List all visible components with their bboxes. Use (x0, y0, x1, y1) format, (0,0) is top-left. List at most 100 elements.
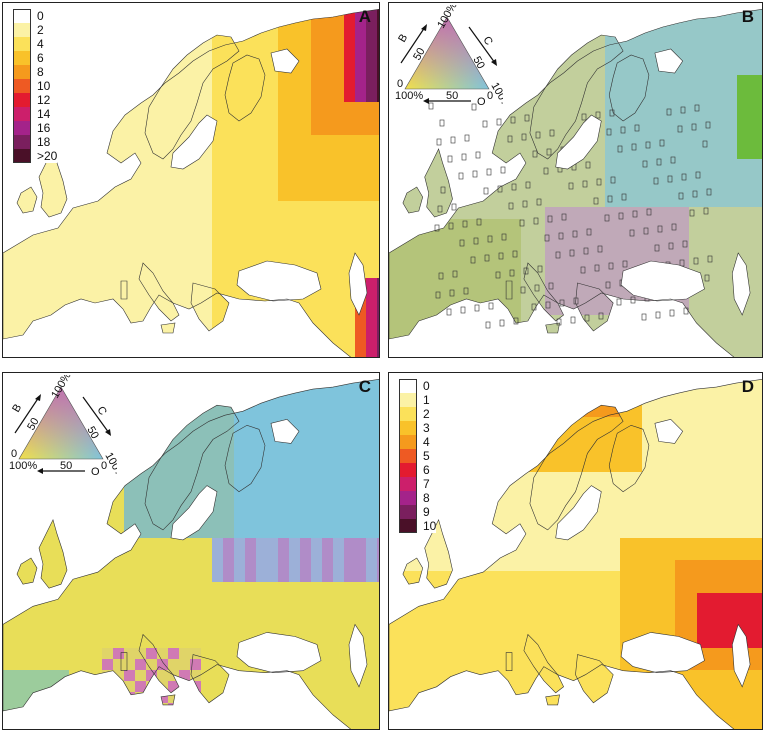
grid-cell (124, 582, 136, 594)
grid-cell (311, 157, 323, 169)
grid-cell (629, 99, 642, 112)
grid-cell (344, 406, 356, 418)
grid-cell (488, 384, 500, 396)
grid-cell (400, 637, 412, 649)
grid-cell (190, 58, 202, 70)
grid-cell (554, 560, 566, 572)
grid-cell (366, 190, 378, 202)
grid-cell (543, 714, 555, 726)
grid-cell (157, 113, 169, 125)
grid-cell (565, 549, 577, 561)
sample-square (616, 298, 622, 306)
grid-cell (366, 256, 378, 268)
legend-item: >20 (13, 149, 57, 163)
grid-cell (510, 681, 522, 693)
grid-cell (311, 516, 323, 528)
grid-cell (664, 483, 676, 495)
grid-cell (311, 58, 323, 70)
grid-cell (355, 344, 367, 356)
grid-cell (701, 231, 714, 244)
grid-cell (3, 505, 15, 517)
grid-cell (124, 355, 136, 357)
grid-cell (477, 461, 489, 473)
grid-cell (223, 25, 235, 37)
grid-cell (168, 395, 180, 407)
grid-cell (58, 703, 70, 715)
grid-cell (201, 190, 213, 202)
grid-cell (190, 527, 202, 539)
grid-cell (761, 27, 762, 40)
grid-cell (80, 714, 92, 726)
grid-cell (278, 395, 290, 407)
grid-cell (267, 190, 279, 202)
grid-cell (499, 725, 511, 729)
grid-cell (333, 571, 345, 583)
coastline (575, 654, 614, 704)
grid-cell (146, 36, 158, 48)
grid-cell (300, 69, 312, 81)
sample-square (706, 188, 712, 196)
grid-cell (620, 505, 632, 517)
grid-cell (333, 201, 345, 213)
grid-cell (532, 637, 544, 649)
grid-cell (686, 527, 698, 539)
grid-cell (355, 355, 367, 357)
grid-cell (461, 207, 474, 220)
grid-cell (587, 461, 599, 473)
legend-item: 0 (13, 9, 57, 23)
grid-cell (3, 256, 15, 268)
grid-cell (146, 703, 158, 715)
sample-square (707, 255, 713, 263)
grid-cell (377, 417, 379, 429)
grid-cell (322, 267, 334, 279)
grid-cell (554, 450, 566, 462)
legend-label: 4 (37, 37, 44, 51)
grid-cell (617, 9, 630, 16)
grid-cell (641, 147, 654, 160)
white-sea (654, 418, 684, 444)
grid-cell (300, 36, 312, 48)
land-mass (389, 379, 762, 729)
grid-cell (300, 560, 312, 572)
grid-cell (675, 604, 687, 616)
grid-cell (300, 9, 312, 15)
grid-cell (69, 516, 81, 528)
grid-cell (554, 549, 566, 561)
grid-cell (333, 344, 345, 356)
grid-cell (58, 25, 70, 37)
grid-cell (69, 300, 81, 312)
grid-cell (69, 494, 81, 506)
grid-cell (741, 450, 753, 462)
grid-cell (719, 549, 731, 561)
grid-cell (212, 124, 224, 136)
grid-cell (725, 255, 738, 268)
grid-cell (701, 171, 714, 184)
sample-square (438, 272, 444, 280)
grid-cell (565, 714, 577, 726)
grid-cell (366, 615, 378, 627)
grid-cell (587, 571, 599, 583)
grid-cell (168, 256, 180, 268)
grid-cell (697, 626, 709, 638)
grid-cell (190, 113, 202, 125)
grid-cell (565, 703, 577, 715)
grid-cell (234, 725, 246, 729)
grid-cell (509, 99, 522, 112)
grid-cell (737, 219, 750, 232)
grid-cell (91, 47, 103, 59)
grid-cell (473, 111, 486, 124)
grid-cell (256, 384, 268, 396)
grid-cell (234, 417, 246, 429)
grid-cell (686, 681, 698, 693)
grid-cell (532, 648, 544, 660)
grid-cell (587, 593, 599, 605)
grid-cell (355, 58, 367, 70)
legend-swatch (399, 407, 417, 421)
baltic-sea (555, 485, 602, 541)
grid-cell (697, 516, 709, 528)
grid-cell (653, 384, 665, 396)
grid-cell (653, 538, 665, 550)
ternary-arrow-b (400, 26, 426, 64)
grid-cell (532, 395, 544, 407)
grid-cell (701, 51, 714, 64)
